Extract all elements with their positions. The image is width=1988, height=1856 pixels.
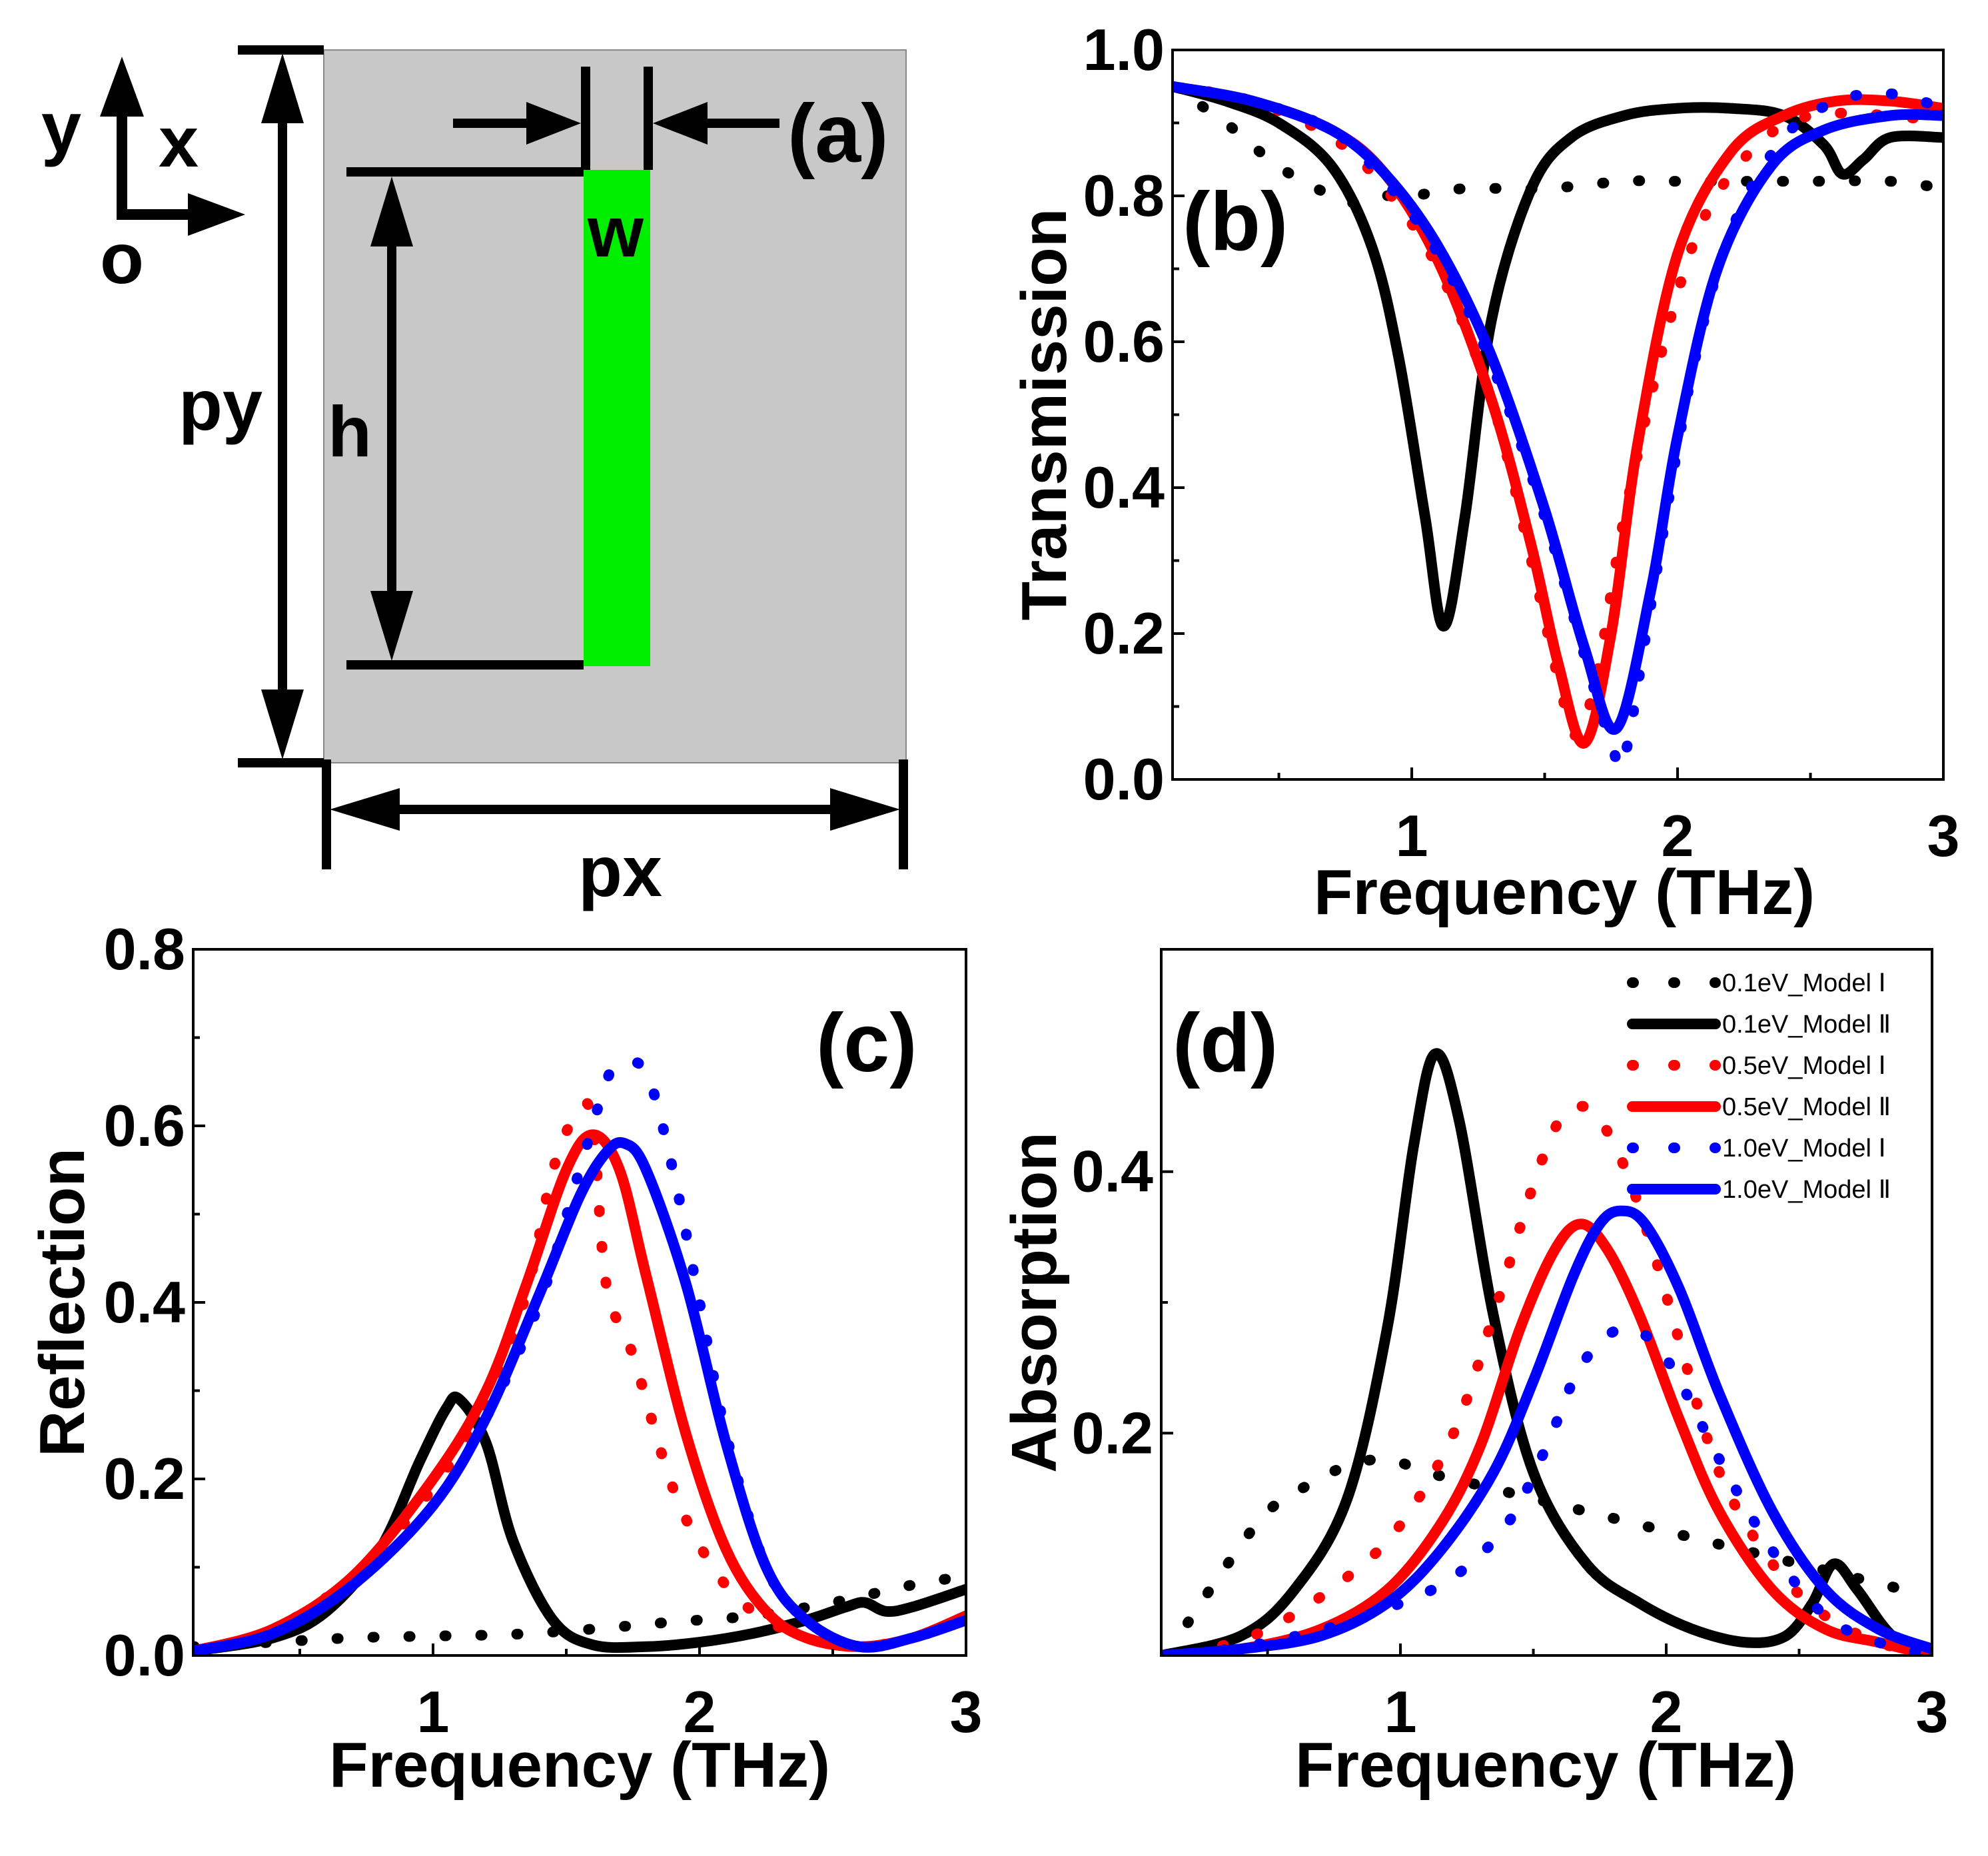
panel-b-series-2	[1173, 81, 1943, 741]
panel-c-series-5	[193, 1137, 966, 1655]
legend-label-4: 1.0eV_Model Ⅰ	[1722, 1135, 1886, 1162]
panel-d-ytick-label: 0.2	[1072, 1400, 1153, 1466]
panel-d-series-4	[1182, 1323, 1932, 1655]
panel-d-xlabel: Frequency (THz)	[1295, 1729, 1796, 1801]
panel-c-ticks: 1 2 3 0.0 0.2 0.4 0.6 0.8	[104, 916, 983, 1745]
panel-b-ylabel: Transmission	[1009, 209, 1080, 621]
panel-d-xtick-label: 2	[1650, 1679, 1683, 1745]
panel-c-series-2	[193, 1097, 966, 1655]
panel-a-schematic: y x o py h w	[41, 45, 908, 911]
panel-b-series-3	[1173, 81, 1943, 749]
panel-c-xtick-label: 2	[684, 1679, 716, 1745]
panel-d-ticks: 1 2 3 0.2 0.4	[1072, 1139, 1949, 1745]
h-dimension-arrow	[346, 167, 584, 670]
panel-d-legend: 0.1eV_Model Ⅰ 0.1eV_Model Ⅱ 0.5eV_Model Ⅰ 0…	[1627, 969, 1891, 1204]
panel-b-transmission-chart: 1 2 3 0.0 0.2 0.4 0.6 0.8 1.0 (b) Frequency (THz…	[1009, 17, 1959, 928]
panel-b-series	[1173, 81, 1943, 773]
panel-b-ytick-label: 0.0	[1083, 746, 1165, 812]
panel-d-absorption-chart: 1 2 3 0.2 0.4 (d) Frequency (THz) Absorption…	[999, 948, 1949, 1801]
axis-x-label: x	[159, 101, 199, 182]
coordinate-axes-icon	[100, 57, 245, 236]
panel-c-ylabel: Reflection	[27, 1148, 98, 1457]
w-dimension-arrow	[453, 67, 779, 170]
panel-b-ytick-label: 0.4	[1083, 454, 1165, 520]
panel-label-d: (d)	[1173, 997, 1278, 1089]
panel-d-series-1	[1161, 1048, 1932, 1655]
panel-c-ytick-label: 0.4	[104, 1269, 185, 1335]
panel-b-xtick-label: 1	[1396, 803, 1428, 869]
px-label: px	[578, 831, 662, 911]
origin-label: o	[100, 218, 144, 298]
graphene-ribbon	[584, 170, 650, 666]
panel-d-series-3	[1161, 1218, 1932, 1655]
py-dimension-arrow	[238, 45, 324, 767]
panel-c-ytick-label: 0.0	[104, 1622, 185, 1688]
panel-c-series	[193, 1056, 966, 1655]
panel-c-xtick-label: 3	[950, 1679, 983, 1745]
panel-b-xlabel: Frequency (THz)	[1314, 857, 1815, 928]
panel-d-ytick-label: 0.4	[1072, 1139, 1153, 1204]
px-dimension-arrow	[322, 759, 908, 869]
panel-c-ytick-label: 0.6	[104, 1093, 185, 1159]
panel-b-series-4	[1173, 81, 1943, 773]
panel-label-a: (a)	[787, 88, 889, 180]
legend-label-5: 1.0eV_Model Ⅱ	[1722, 1176, 1891, 1204]
panel-c-ytick-label: 0.2	[104, 1446, 185, 1512]
panel-d-series	[1161, 1048, 1932, 1655]
panel-b-series-5	[1173, 81, 1943, 735]
legend-label-2: 0.5eV_Model Ⅰ	[1722, 1052, 1886, 1080]
legend-label-1: 0.1eV_Model Ⅱ	[1722, 1011, 1891, 1039]
panel-d-series-2	[1182, 1101, 1932, 1655]
panel-d-series-5	[1161, 1205, 1932, 1655]
panel-d-ylabel: Absorption	[999, 1132, 1070, 1473]
w-label: w	[587, 191, 644, 272]
panel-d-xtick-label: 3	[1916, 1679, 1949, 1745]
axis-y-label: y	[41, 87, 81, 167]
panel-label-c: (c)	[816, 997, 917, 1089]
panel-b-ytick-label: 1.0	[1083, 17, 1165, 83]
panel-b-ytick-label: 0.2	[1083, 600, 1165, 666]
panel-c-xtick-label: 1	[417, 1679, 450, 1745]
panel-b-xtick-label: 3	[1927, 803, 1960, 869]
panel-b-series-0	[1173, 81, 1943, 209]
legend-label-0: 0.1eV_Model Ⅰ	[1722, 969, 1886, 997]
panel-label-b: (b)	[1183, 176, 1288, 268]
panel-c-series-0	[193, 1570, 966, 1652]
panel-b-ytick-label: 0.6	[1083, 308, 1165, 374]
panel-c-xlabel: Frequency (THz)	[329, 1729, 830, 1801]
py-label: py	[179, 364, 262, 445]
panel-c-reflection-chart: 1 2 3 0.0 0.2 0.4 0.6 0.8 (c) Frequency (THz) R…	[27, 916, 982, 1801]
panel-d-xtick-label: 1	[1384, 1679, 1417, 1745]
h-label: h	[328, 391, 372, 472]
panel-b-ticks: 1 2 3 0.0 0.2 0.4 0.6 0.8 1.0	[1083, 17, 1960, 869]
legend-label-3: 0.5eV_Model Ⅱ	[1722, 1093, 1891, 1121]
panel-b-ytick-label: 0.8	[1083, 163, 1165, 229]
panel-b-xtick-label: 2	[1662, 803, 1694, 869]
panel-c-series-3	[193, 1129, 966, 1655]
panel-d-series-0	[1182, 1454, 1911, 1628]
panel-c-ytick-label: 0.8	[104, 916, 185, 982]
